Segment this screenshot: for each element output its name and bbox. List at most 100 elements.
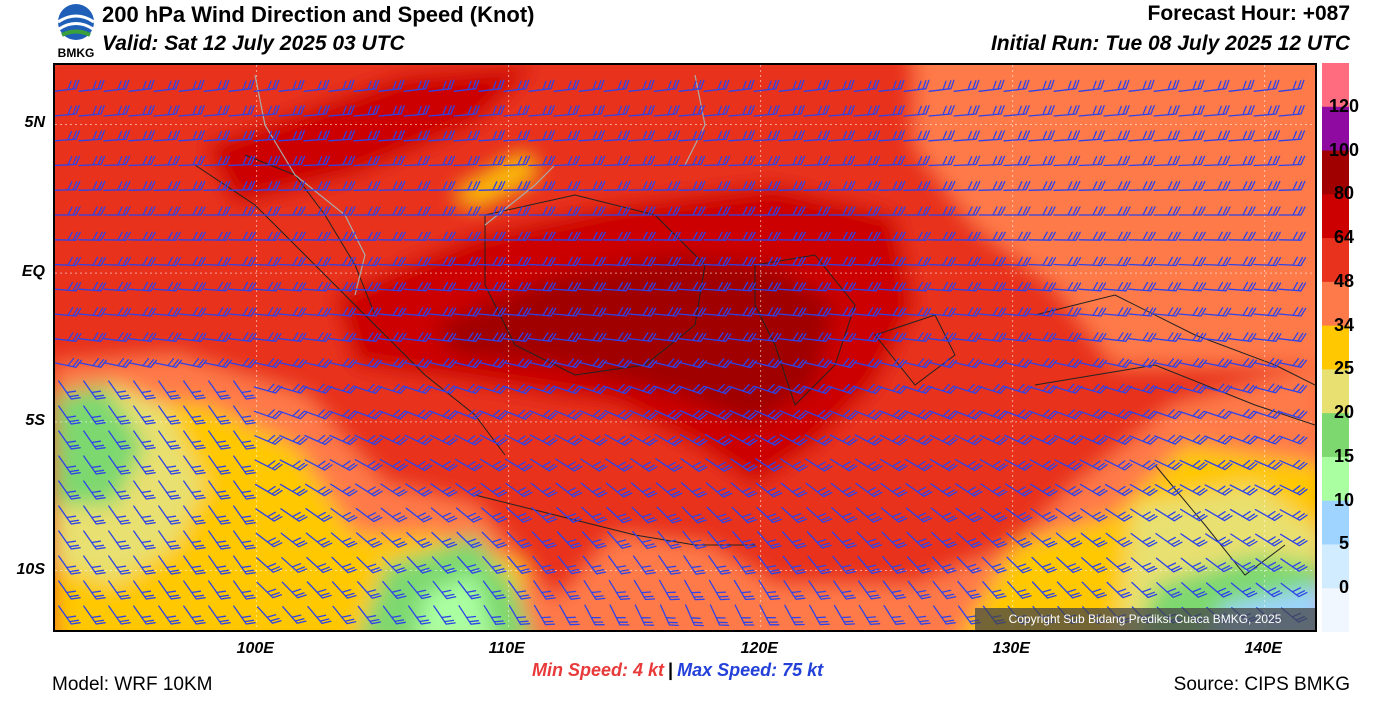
wind-barb: [1029, 409, 1058, 420]
wind-barb: [128, 155, 156, 167]
wind-barb: [478, 358, 508, 369]
wind-barb: [928, 180, 956, 191]
wind-barb: [153, 206, 181, 216]
wind-barb: [208, 430, 231, 450]
wind-barb: [831, 531, 857, 549]
wind-barb: [955, 507, 983, 523]
wind-barb: [1279, 533, 1308, 547]
wind-barb: [930, 507, 958, 523]
wind-barb: [1154, 484, 1183, 496]
wind-barb: [1053, 307, 1082, 317]
wind-barb: [882, 580, 907, 600]
wind-barb: [503, 281, 532, 292]
colorbar-segment: [1322, 238, 1349, 283]
wind-barb: [681, 506, 707, 524]
wind-barb: [853, 79, 880, 92]
wind-barb: [454, 409, 483, 420]
wind-barb: [1278, 105, 1305, 117]
wind-barb: [1203, 281, 1232, 292]
wind-barb: [78, 307, 107, 317]
wind-barb: [1079, 434, 1108, 446]
wind-barb: [178, 180, 206, 191]
wind-barb: [83, 580, 106, 600]
wind-barb: [828, 231, 856, 241]
wind-barb: [730, 458, 758, 472]
wind-barb: [1255, 582, 1283, 598]
wind-barb: [1278, 408, 1308, 419]
wind-barb: [932, 580, 957, 600]
wind-barb: [978, 206, 1006, 216]
wind-barb: [630, 458, 658, 472]
wind-barb: [228, 105, 255, 117]
wind-barb: [528, 256, 557, 267]
wind-barb: [678, 130, 706, 142]
wind-barb: [1056, 556, 1083, 574]
wind-barb: [503, 155, 531, 167]
wind-barb: [709, 604, 730, 626]
wind-barb: [1103, 206, 1131, 216]
wind-barb: [153, 105, 180, 117]
wind-barb: [857, 555, 882, 575]
wind-barb: [1030, 532, 1058, 548]
latitude-label: 5S: [25, 411, 45, 429]
wind-barb: [158, 405, 181, 425]
wind-barb: [1278, 256, 1307, 267]
wind-barb: [1128, 332, 1157, 342]
wind-barb: [128, 357, 158, 368]
wind-barb: [55, 332, 82, 342]
wind-barb: [604, 434, 633, 446]
wind-barb: [706, 506, 732, 524]
wind-barb: [1128, 79, 1155, 92]
colorbar-segment: [1322, 325, 1349, 370]
wind-barb: [503, 105, 530, 117]
wind-barb: [703, 79, 730, 92]
wind-barb: [733, 579, 756, 601]
wind-barb: [128, 180, 156, 191]
wind-barb: [380, 507, 408, 523]
wind-barb: [255, 508, 283, 522]
wind-barb: [658, 555, 681, 575]
wind-barb: [353, 256, 382, 267]
wind-barb: [378, 206, 406, 216]
wind-barb: [1203, 79, 1230, 92]
wind-barb: [978, 307, 1007, 317]
wind-barb: [678, 105, 705, 117]
wind-barb: [353, 79, 380, 92]
wind-barb: [1178, 281, 1207, 292]
wind-barb: [454, 434, 483, 446]
wind-barb: [856, 531, 882, 549]
wind-barb: [531, 507, 558, 523]
wind-barb: [1228, 281, 1257, 292]
wind-barb: [1054, 409, 1083, 420]
wind-barb: [158, 430, 181, 450]
wind-barb: [55, 79, 80, 92]
wind-barb: [403, 105, 430, 117]
wind-barb: [228, 332, 257, 342]
wind-barb: [980, 483, 1008, 497]
wind-barb: [853, 383, 883, 395]
wind-barb: [905, 507, 933, 523]
wind-barb: [1153, 332, 1182, 342]
wind-barb: [879, 409, 908, 420]
wind-barb: [553, 281, 582, 292]
wind-barb: [353, 332, 382, 342]
wind-barb: [1105, 532, 1133, 548]
wind-barb: [78, 256, 107, 267]
wind-barb: [83, 505, 106, 525]
wind-barb: [853, 105, 880, 117]
wind-barb: [328, 332, 357, 342]
wind-barb: [431, 531, 458, 549]
wind-barb: [1028, 281, 1057, 292]
wind-barb: [553, 206, 581, 216]
wind-barb: [1278, 155, 1306, 167]
wind-barb: [928, 105, 955, 117]
wind-barb: [253, 180, 281, 191]
wind-barb: [303, 383, 333, 394]
wind-barb: [378, 180, 406, 191]
wind-barb: [407, 580, 432, 600]
wind-barb: [1028, 256, 1057, 267]
colorbar-segment: [1322, 281, 1349, 327]
wind-barb: [778, 206, 806, 216]
wind-barb: [178, 332, 207, 342]
wind-barb: [953, 358, 983, 369]
